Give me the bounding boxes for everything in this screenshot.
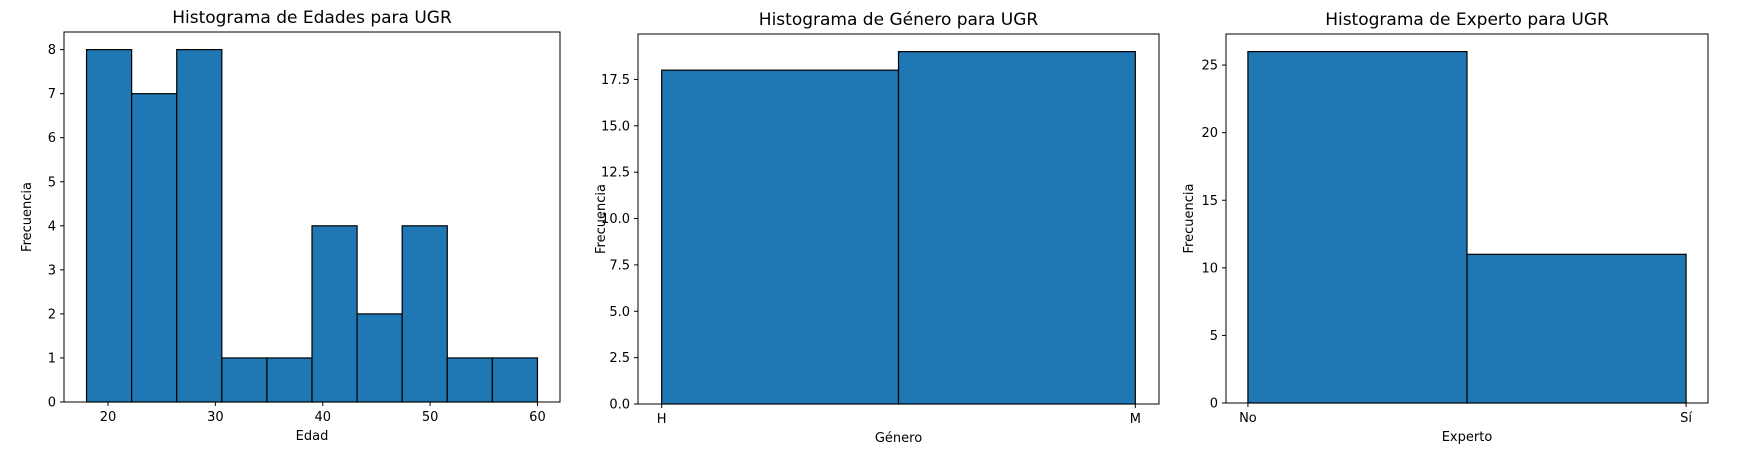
edades-bar xyxy=(131,93,178,403)
experto-y-tick-label: 20 xyxy=(1201,126,1218,141)
experto-x-axis-label: Experto xyxy=(1442,430,1493,445)
edades-x-tick-label: 50 xyxy=(422,410,439,425)
experto-chart-title: Histograma de Experto para UGR xyxy=(1325,10,1609,30)
genero-y-tick-label: 0.0 xyxy=(609,398,630,413)
genero-y-axis-label: Frecuencia xyxy=(594,184,609,254)
edades-x-tick-label: 40 xyxy=(314,410,331,425)
edades-bar xyxy=(491,357,539,403)
edades-y-axis-label: Frecuencia xyxy=(20,182,35,252)
experto-histogram: No Sí 0 5 10 15 20 25 Histograma de Experto para… xyxy=(1182,10,1709,445)
edades-x-tick-label: 60 xyxy=(529,410,546,425)
experto-y-tick-label: 5 xyxy=(1210,329,1218,344)
edades-bar xyxy=(221,357,268,403)
experto-y-tick-label: 15 xyxy=(1201,194,1218,209)
edades-bar xyxy=(446,357,493,403)
genero-y-tick-label: 5.0 xyxy=(609,305,630,320)
experto-bar xyxy=(1247,50,1468,404)
edades-y-tick-label: 3 xyxy=(48,263,56,278)
genero-x-tick-label: H xyxy=(657,412,667,427)
edades-y-tick-label: 7 xyxy=(48,87,56,102)
experto-bar xyxy=(1466,253,1687,404)
genero-x-tick-label: M xyxy=(1130,412,1141,427)
genero-y-tick-label: 7.5 xyxy=(609,258,630,273)
experto-y-tick-label: 0 xyxy=(1210,397,1218,412)
edades-bar xyxy=(176,49,223,403)
edades-x-axis-label: Edad xyxy=(296,429,329,444)
edades-chart-title: Histograma de Edades para UGR xyxy=(172,8,452,28)
experto-y-axis-label: Frecuencia xyxy=(1182,184,1197,254)
genero-y-tick-label: 15.0 xyxy=(601,119,630,134)
genero-chart-title: Histograma de Género para UGR xyxy=(759,10,1039,30)
edades-bar xyxy=(401,225,448,403)
edades-y-tick-label: 0 xyxy=(48,396,56,411)
genero-histogram: H M 0.0 2.5 5.0 7.5 10.0 12.5 15.0 17.5 Histograma… xyxy=(594,10,1160,446)
experto-axes-frame xyxy=(1225,33,1709,404)
edades-bar xyxy=(85,49,133,403)
edades-y-tick-label: 2 xyxy=(48,307,56,322)
genero-bar xyxy=(897,51,1136,405)
edades-y-tick-label: 8 xyxy=(48,43,56,58)
edades-bar xyxy=(311,225,358,403)
experto-x-tick-label: No xyxy=(1239,411,1257,426)
genero-y-tick-label: 17.5 xyxy=(601,73,630,88)
edades-axes-frame xyxy=(63,31,561,403)
edades-bar xyxy=(266,357,313,403)
edades-bar xyxy=(356,313,403,403)
experto-y-tick-label: 25 xyxy=(1201,59,1218,74)
genero-bar xyxy=(661,69,900,405)
edades-x-tick-label: 20 xyxy=(100,410,117,425)
edades-y-tick-label: 6 xyxy=(48,131,56,146)
edades-histogram: 20 30 40 50 60 0 1 2 3 4 5 6 7 8 Histograma de Edades … xyxy=(20,8,561,444)
genero-y-tick-label: 12.5 xyxy=(601,166,630,181)
genero-y-tick-label: 10.0 xyxy=(601,212,630,227)
edades-y-tick-label: 1 xyxy=(48,351,56,366)
experto-y-tick-label: 10 xyxy=(1201,261,1218,276)
experto-x-tick-label: Sí xyxy=(1680,411,1692,426)
genero-y-tick-label: 2.5 xyxy=(609,351,630,366)
genero-x-axis-label: Género xyxy=(875,431,922,446)
edades-y-tick-label: 4 xyxy=(48,219,56,234)
edades-x-tick-label: 30 xyxy=(207,410,224,425)
edades-y-tick-label: 5 xyxy=(48,175,56,190)
